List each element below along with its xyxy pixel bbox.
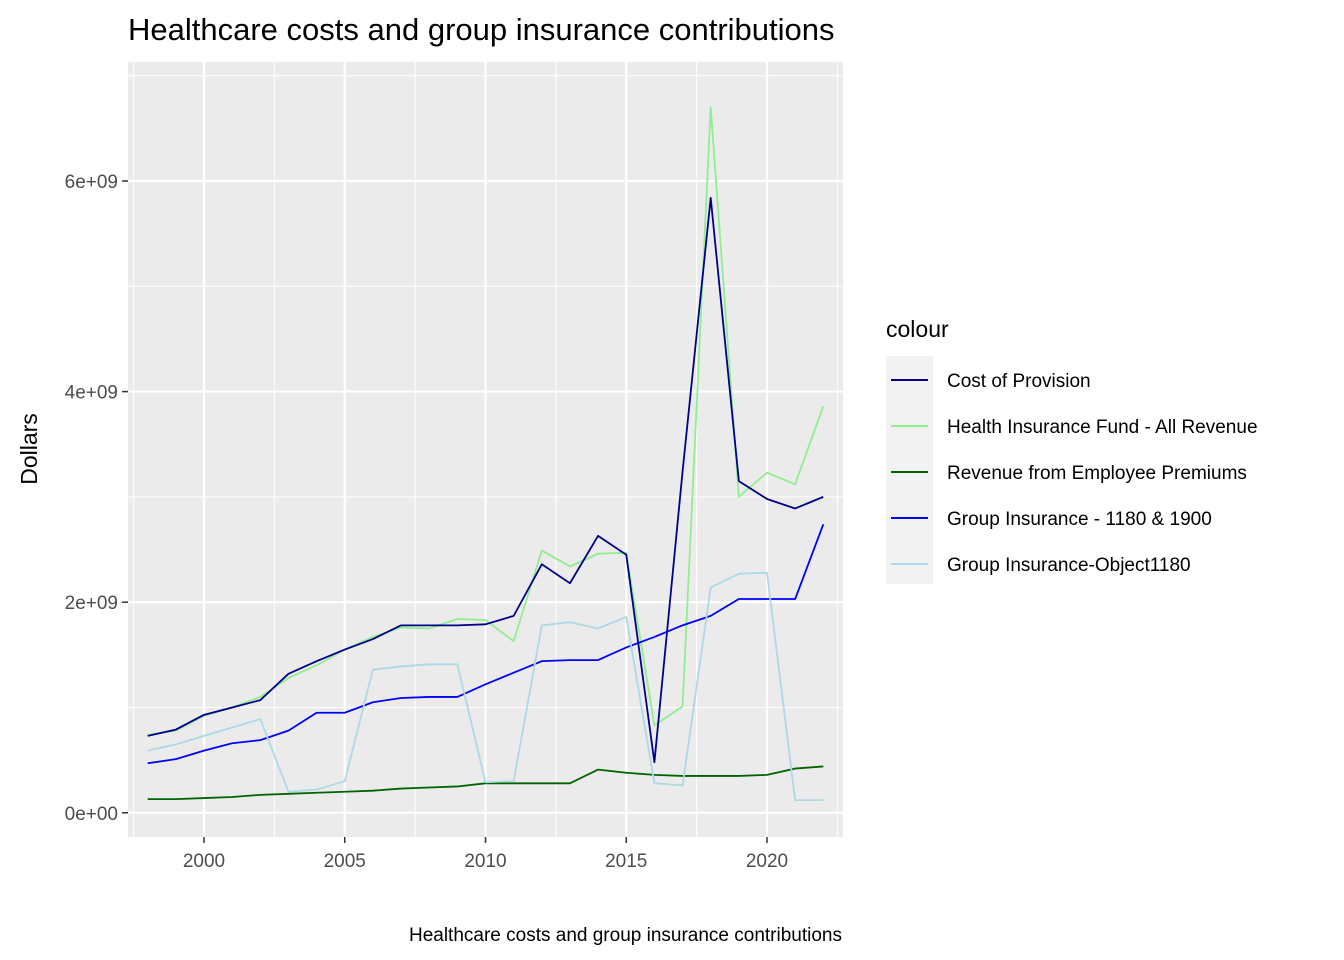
grid-major (128, 62, 843, 837)
series-line (147, 196, 824, 764)
legend-label: Cost of Provision (947, 371, 1091, 392)
y-axis-title: Dollars (16, 413, 42, 485)
legend-label: Group Insurance-Object1180 (947, 555, 1191, 576)
series-line (147, 106, 825, 736)
series-lines (147, 106, 825, 802)
series-line (147, 765, 824, 800)
x-axis: 2000 2005 2010 2015 2020 (183, 837, 788, 872)
legend-items: Cost of Provision Health Insurance Fund -… (891, 371, 1258, 576)
x-tick-label: 2015 (605, 851, 647, 872)
y-tick-label: 6e+09 (65, 172, 118, 193)
x-tick-label: 2005 (324, 851, 366, 872)
legend-label: Revenue from Employee Premiums (947, 463, 1247, 484)
series-line (147, 571, 824, 802)
legend-label: Group Insurance - 1180 & 1900 (947, 509, 1212, 530)
legend-key-background (886, 356, 933, 584)
y-axis: 0e+00 2e+09 4e+09 6e+09 (65, 172, 128, 825)
x-axis-caption: Healthcare costs and group insurance con… (409, 925, 842, 946)
y-tick-label: 0e+00 (65, 804, 118, 825)
y-tick-label: 2e+09 (65, 593, 118, 614)
x-tick-label: 2020 (746, 851, 788, 872)
x-tick-label: 2010 (464, 851, 506, 872)
legend-title: colour (886, 316, 949, 342)
series-line (147, 523, 825, 765)
y-tick-label: 4e+09 (65, 383, 118, 404)
chart-title: Healthcare costs and group insurance con… (128, 12, 835, 47)
x-tick-label: 2000 (183, 851, 225, 872)
legend: colour Cost of Provision Health Insurance… (886, 316, 1258, 584)
legend-label: Health Insurance Fund - All Revenue (947, 417, 1258, 438)
